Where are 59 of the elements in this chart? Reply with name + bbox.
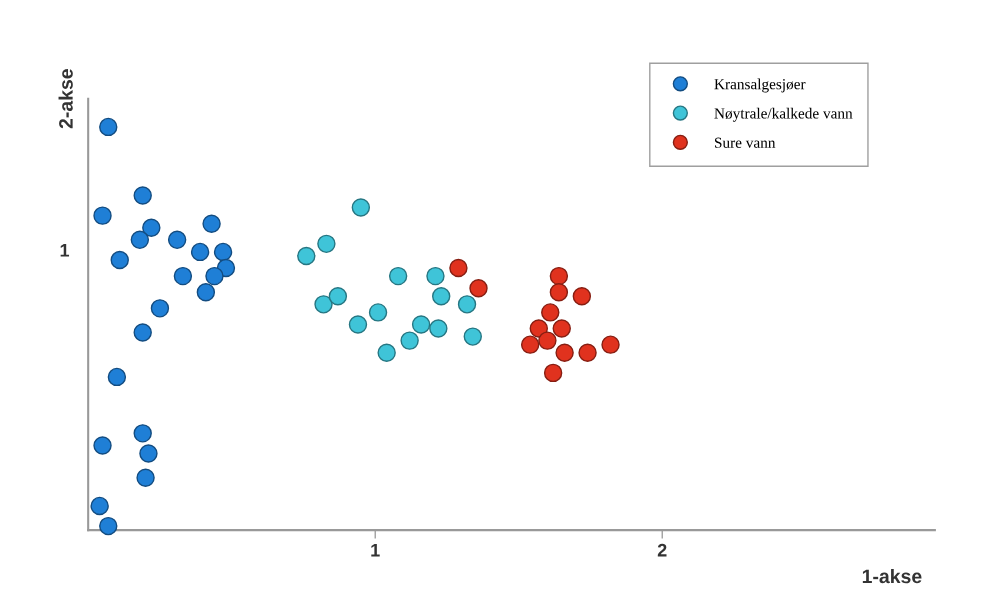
point [463, 327, 482, 346]
point [99, 516, 118, 536]
point [150, 299, 170, 318]
point [110, 250, 129, 270]
point [572, 287, 592, 306]
point [520, 335, 540, 354]
point [297, 246, 316, 266]
point [93, 436, 112, 455]
point [549, 266, 569, 286]
point [538, 331, 557, 350]
text: 1 [60, 244, 70, 257]
point [529, 319, 548, 338]
point [167, 230, 187, 250]
point [133, 424, 152, 443]
point [136, 468, 155, 487]
point [190, 242, 210, 262]
point [93, 206, 112, 225]
point [469, 279, 488, 298]
point [601, 335, 620, 354]
y-axis-title: 2-akse [58, 69, 73, 129]
legend-label: Nøytrale/kalkede vann [714, 107, 853, 122]
point [543, 363, 563, 383]
x-axis-title: 1-akse [862, 568, 922, 584]
point [173, 266, 193, 286]
point [317, 234, 336, 254]
point [133, 186, 152, 205]
point [202, 214, 221, 233]
point [377, 343, 396, 362]
point [432, 287, 451, 306]
point [426, 266, 445, 286]
point [555, 343, 574, 362]
point [549, 283, 569, 302]
point [411, 315, 431, 334]
point [139, 444, 158, 463]
point [368, 303, 388, 322]
point [429, 319, 448, 338]
point [457, 295, 477, 314]
point [348, 315, 368, 334]
point [107, 367, 127, 387]
point [314, 295, 333, 314]
point [388, 266, 408, 286]
x-tick-label: 2 [657, 543, 667, 557]
point [196, 283, 216, 302]
point [205, 266, 224, 286]
point [90, 496, 109, 516]
point [541, 303, 560, 322]
point [328, 287, 348, 306]
point [99, 117, 118, 137]
point [351, 198, 371, 217]
legend-label: Kransalgesjøer [714, 78, 806, 93]
point [142, 218, 161, 237]
point [449, 258, 468, 278]
point [552, 319, 571, 338]
point [400, 331, 419, 350]
point [133, 323, 152, 342]
point [578, 343, 597, 362]
point [213, 242, 233, 262]
point [130, 230, 150, 250]
legend-label: Sure vann [714, 137, 776, 148]
